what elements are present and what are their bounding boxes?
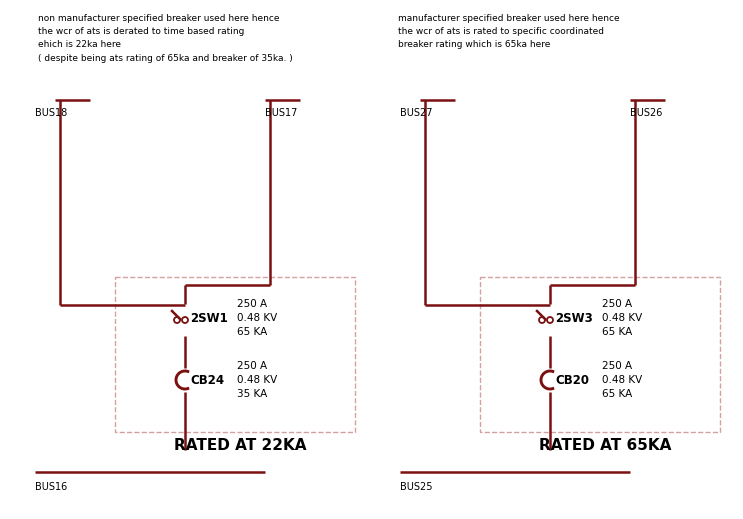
- Text: manufacturer specified breaker used here hence
the wcr of ats is rated to specif: manufacturer specified breaker used here…: [398, 14, 620, 49]
- Text: CB24: CB24: [190, 374, 224, 387]
- Text: BUS16: BUS16: [35, 482, 68, 492]
- Text: 250 A
0.48 KV
65 KA: 250 A 0.48 KV 65 KA: [602, 299, 642, 337]
- Text: 2SW3: 2SW3: [555, 311, 593, 324]
- Text: 250 A
0.48 KV
35 KA: 250 A 0.48 KV 35 KA: [237, 361, 277, 399]
- Bar: [115, 277, 355, 432]
- Text: CB20: CB20: [555, 374, 589, 387]
- Text: BUS27: BUS27: [400, 108, 432, 118]
- Text: BUS17: BUS17: [265, 108, 297, 118]
- Text: 2SW1: 2SW1: [190, 311, 228, 324]
- Text: 250 A
0.48 KV
65 KA: 250 A 0.48 KV 65 KA: [602, 361, 642, 399]
- Text: 250 A
0.48 KV
65 KA: 250 A 0.48 KV 65 KA: [237, 299, 277, 337]
- Text: BUS25: BUS25: [400, 482, 432, 492]
- Text: RATED AT 65KA: RATED AT 65KA: [539, 438, 671, 453]
- Text: BUS18: BUS18: [35, 108, 68, 118]
- Text: RATED AT 22KA: RATED AT 22KA: [174, 438, 306, 453]
- Bar: [480, 277, 720, 432]
- Text: non manufacturer specified breaker used here hence
the wcr of ats is derated to : non manufacturer specified breaker used …: [38, 14, 293, 63]
- Text: BUS26: BUS26: [630, 108, 662, 118]
